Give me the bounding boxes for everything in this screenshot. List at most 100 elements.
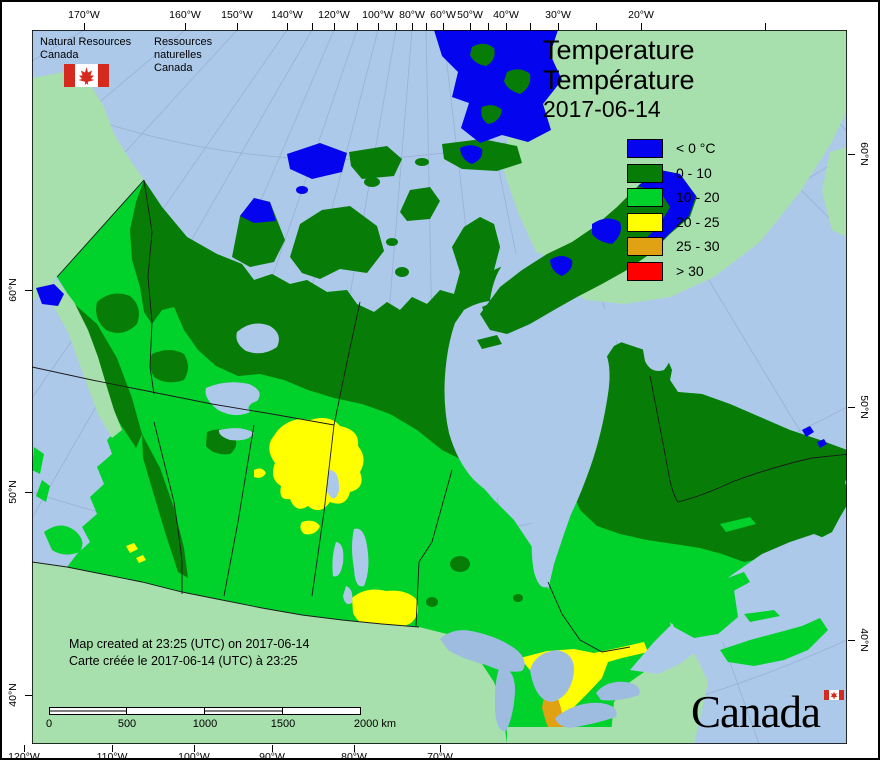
- bottom-tick: [24, 745, 25, 752]
- top-axis-label: 20°W: [628, 9, 654, 21]
- top-tick: [312, 23, 313, 30]
- top-axis-label: 150°W: [221, 9, 253, 21]
- top-axis-label: 60°W: [430, 9, 456, 21]
- left-axis-label: 50°N: [7, 480, 19, 504]
- top-tick: [378, 23, 379, 30]
- newfoundland: [780, 454, 840, 532]
- melville-island: [349, 146, 402, 179]
- dept-name-fr-2: Canada: [154, 62, 193, 74]
- devon-island: [442, 139, 522, 171]
- great-lakes: [440, 630, 640, 732]
- right-tick: [848, 154, 855, 155]
- title-date: 2017-06-14: [543, 96, 661, 122]
- bottom-axis-label: 110°W: [96, 751, 128, 760]
- iceland: [822, 147, 847, 237]
- canada-flag-icon: [64, 64, 109, 87]
- bottom-axis-label: 70°W: [427, 751, 453, 760]
- baffin-mountains: [638, 170, 696, 252]
- top-tick: [412, 23, 413, 30]
- top-axis-label: 140°W: [271, 9, 303, 21]
- scale-bar-label: 0: [45, 718, 53, 730]
- great-bear-lake: [236, 323, 279, 354]
- scale-bar-label: 500: [117, 718, 137, 730]
- top-axis-label: 100°W: [362, 9, 394, 21]
- top-tick: [641, 23, 642, 30]
- pei: [744, 610, 780, 622]
- top-tick: [506, 23, 507, 30]
- ellesmere-island: [434, 30, 562, 143]
- lake-athabasca: [218, 428, 254, 441]
- top-tick: [185, 23, 186, 30]
- legend-label: 0 - 10: [676, 164, 712, 181]
- right-axis-label: 60°N: [858, 142, 870, 166]
- left-tick: [25, 695, 32, 696]
- ungava-bay: [642, 337, 672, 371]
- new-brunswick: [664, 584, 738, 638]
- left-tick: [25, 290, 32, 291]
- nrcan-logo: Natural Resources Canada Ressources natu…: [34, 36, 268, 87]
- lake-erie: [555, 702, 617, 728]
- bottom-tick: [112, 745, 113, 752]
- top-tick: [596, 23, 597, 30]
- right-tick: [848, 640, 855, 641]
- anticosti: [720, 517, 756, 532]
- scale-bar-label: 1500: [270, 718, 296, 730]
- top-axis-label: 80°W: [399, 9, 425, 21]
- nova-scotia: [720, 618, 828, 666]
- left-tick: [25, 492, 32, 493]
- legend-label: 20 - 25: [676, 213, 720, 230]
- lake-huron: [530, 650, 574, 702]
- legend-swatch: [627, 262, 663, 281]
- wordmark-flag-icon: [824, 690, 844, 700]
- lake-michigan: [494, 666, 516, 732]
- dept-name-fr-1: Ressources naturelles: [154, 36, 213, 61]
- alaska-panhandle: [44, 280, 122, 438]
- bottom-tick: [272, 745, 273, 752]
- title-fr: Température: [543, 65, 695, 95]
- bottom-axis-label: 90°W: [259, 751, 285, 760]
- islands: [32, 139, 840, 666]
- top-tick: [470, 23, 471, 30]
- reindeer-lake: [326, 470, 340, 499]
- dept-name-en-2: Canada: [40, 49, 79, 61]
- top-tick: [237, 23, 238, 30]
- top-tick: [357, 23, 358, 30]
- bottom-axis-label: 80°W: [341, 751, 367, 760]
- top-tick: [84, 23, 85, 30]
- bottom-tick: [354, 745, 355, 752]
- legend-label: 25 - 30: [676, 238, 720, 255]
- top-axis-label: 30°W: [545, 9, 571, 21]
- st-elias-icefield: [36, 284, 64, 306]
- legend-label: > 30: [676, 263, 704, 279]
- great-slave-lake: [205, 382, 260, 416]
- top-axis-label: 170°W: [68, 9, 100, 21]
- vancouver-island: [44, 525, 83, 555]
- legend-swatch: [627, 188, 663, 208]
- left-axis-label: 60°N: [7, 278, 19, 302]
- lake-winnipeg: [352, 528, 369, 587]
- usa-west: [32, 562, 507, 744]
- bottom-tick: [440, 745, 441, 752]
- top-axis-label: 160°W: [169, 9, 201, 21]
- lake-superior: [440, 630, 525, 672]
- hudson-bay: [444, 300, 610, 588]
- bottom-tick: [194, 745, 195, 752]
- victoria-island: [290, 206, 384, 279]
- right-tick: [848, 407, 855, 408]
- top-tick: [334, 23, 335, 30]
- legend-swatch: [627, 139, 663, 158]
- dept-name-en-1: Natural Resources: [40, 36, 132, 48]
- right-axis-label: 50°N: [858, 395, 870, 419]
- legend-swatch: [627, 237, 663, 257]
- legend-label: 10 - 20: [676, 189, 720, 206]
- top-axis-label: 40°W: [493, 9, 519, 21]
- bottom-axis-label: 100°W: [178, 751, 210, 760]
- top-tick: [530, 23, 531, 30]
- left-axis-label: 40°N: [7, 683, 19, 707]
- southampton-island: [482, 296, 534, 331]
- lake-ontario: [596, 681, 640, 701]
- top-tick: [443, 23, 444, 30]
- top-tick: [426, 23, 427, 30]
- canada-wordmark: Canada: [691, 686, 844, 738]
- top-tick: [765, 23, 766, 30]
